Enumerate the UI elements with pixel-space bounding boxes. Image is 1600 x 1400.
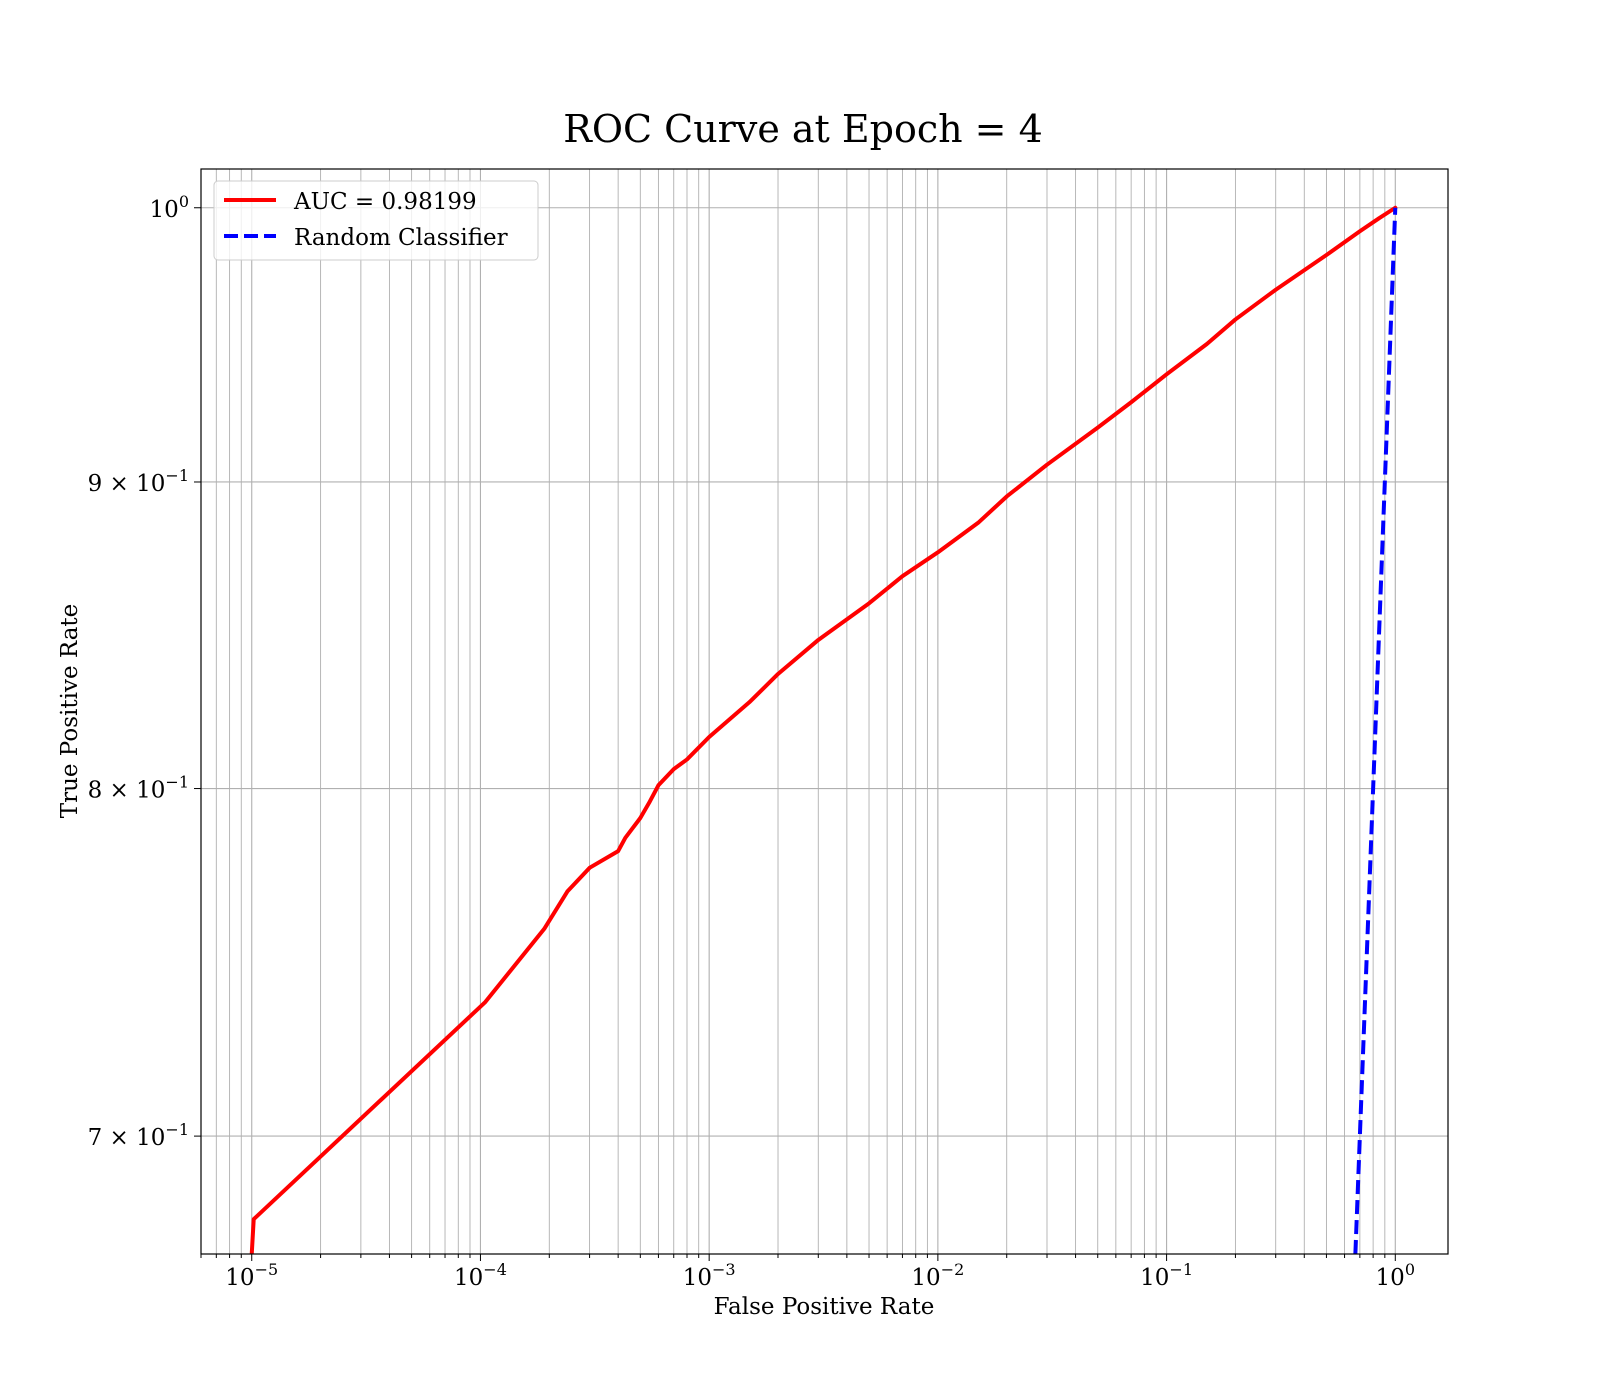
y-tick-label: 8 × 10−1: [88, 773, 189, 804]
series-layer: [249, 205, 1398, 1254]
chart-title: ROC Curve at Epoch = 4: [563, 107, 1043, 151]
grid-lines: [200, 169, 1448, 1254]
x-tick-label: 10−1: [1140, 1260, 1193, 1291]
x-tick-label: 10−5: [225, 1260, 278, 1291]
plot-frame: [200, 168, 1449, 1255]
y-axis-label: True Positive Rate: [57, 604, 83, 819]
x-tick-label: 100: [1376, 1260, 1415, 1291]
roc-curve-line: [249, 205, 1398, 1254]
legend: AUC = 0.98199 Random Classifier: [213, 180, 539, 261]
x-tick-label: 10−4: [454, 1260, 507, 1291]
legend-label-auc: AUC = 0.98199: [293, 189, 477, 215]
y-tick-label: 100: [150, 192, 189, 223]
y-tick-label: 7 × 10−1: [88, 1120, 189, 1151]
random-classifier-line: [1353, 207, 1398, 1254]
legend-box: [213, 180, 539, 261]
x-tick-label: 10−3: [683, 1260, 736, 1291]
x-tick-label: 10−2: [911, 1260, 964, 1291]
x-axis-label: False Positive Rate: [714, 1294, 935, 1320]
tick-layer: 100 9 × 10−1 8 × 10−1 7 × 10−1 10−5 10−4 10−3 1…: [88, 192, 1415, 1291]
y-tick-label: 9 × 10−1: [88, 466, 189, 497]
legend-label-random: Random Classifier: [294, 225, 508, 251]
